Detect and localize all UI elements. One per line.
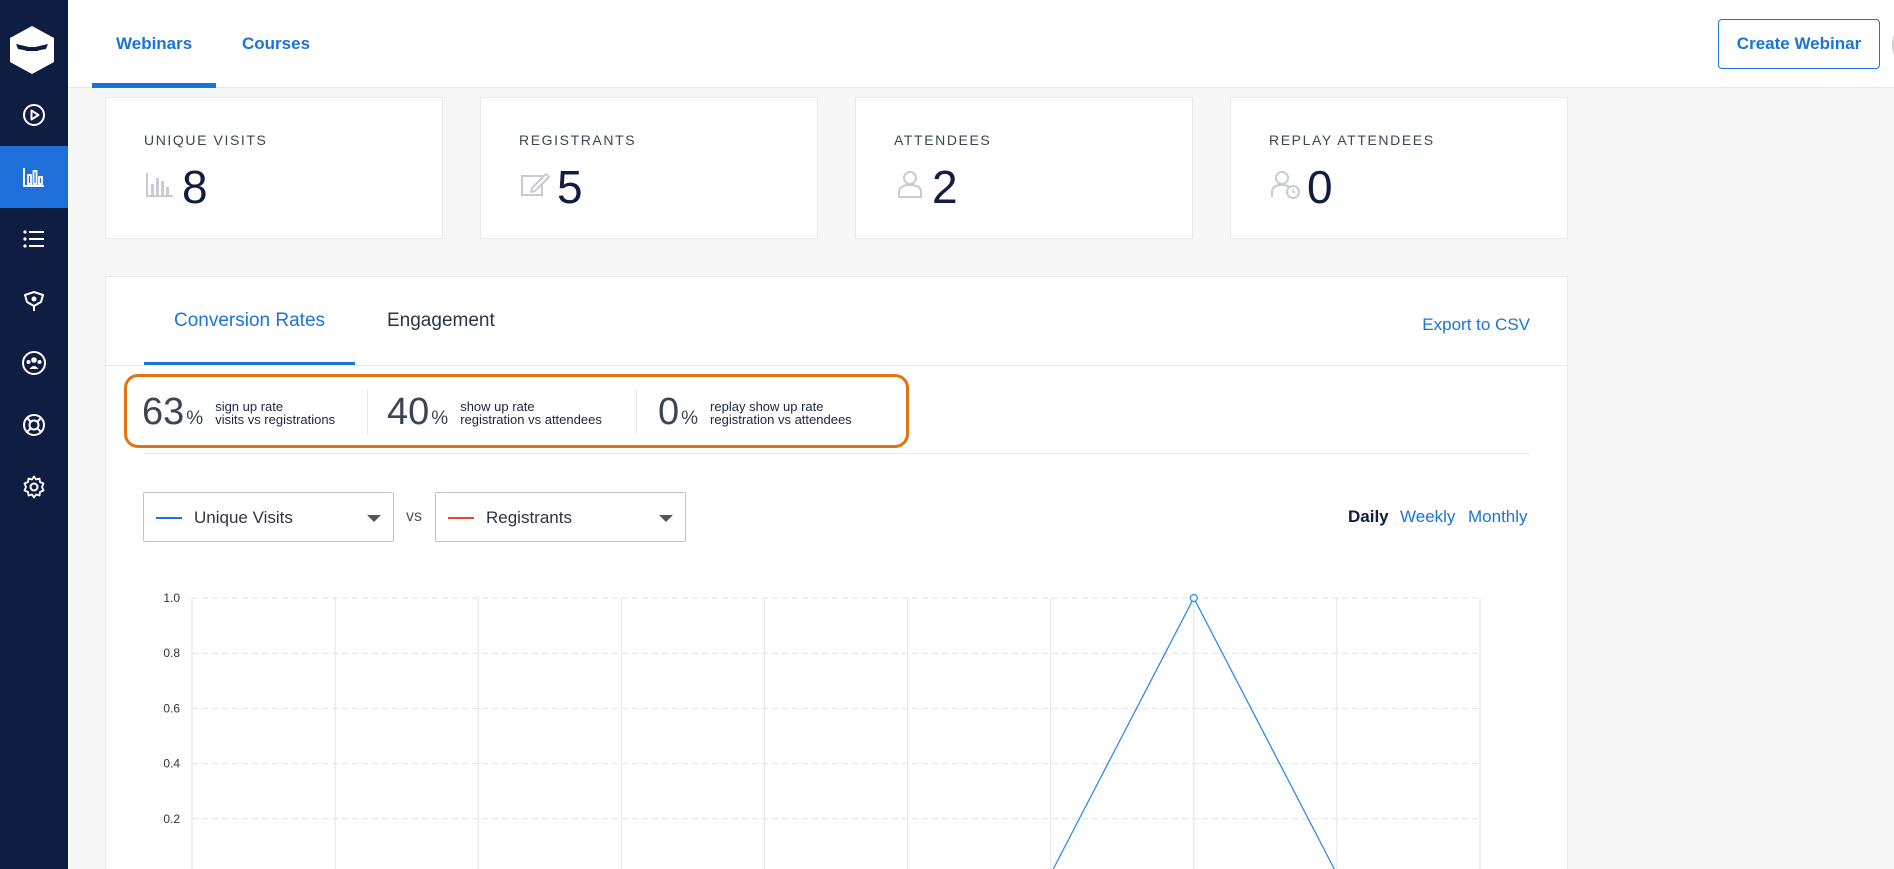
series-line-segment bbox=[1052, 597, 1195, 869]
rate-value: 40 bbox=[387, 390, 430, 433]
conversion-rates-summary: 63 % sign up rate visits vs registration… bbox=[124, 374, 909, 448]
rate-title: show up rate bbox=[460, 399, 535, 414]
y-tick-label: 1.0 bbox=[163, 591, 180, 605]
data-point bbox=[1189, 593, 1198, 603]
tab-conversion-rates-label: Conversion Rates bbox=[174, 310, 326, 331]
tab-webinars[interactable]: Webinars bbox=[92, 0, 217, 88]
integrations-icon bbox=[24, 291, 44, 311]
stat-card-unique-visits: UNIQUE VISITS 8 bbox=[105, 97, 443, 239]
tab-engagement-label: Engagement bbox=[387, 310, 495, 331]
y-tick-label: 0 bbox=[173, 867, 180, 869]
stat-value: 8 bbox=[182, 161, 208, 213]
tab-courses[interactable]: Courses bbox=[242, 0, 310, 88]
user-icon bbox=[898, 171, 922, 198]
vs-label: vs bbox=[406, 508, 422, 525]
stat-card-attendees: ATTENDEES 2 bbox=[855, 97, 1193, 239]
y-tick-label: 0.2 bbox=[163, 812, 180, 826]
stat-label: UNIQUE VISITS bbox=[144, 132, 268, 148]
tab-courses-label: Courses bbox=[242, 34, 311, 53]
chevron-down-icon bbox=[659, 515, 673, 522]
period-daily[interactable]: Daily bbox=[1348, 507, 1389, 526]
sidebar-item-integrations[interactable] bbox=[0, 270, 68, 332]
tab-conversion-rates[interactable]: Conversion Rates bbox=[144, 277, 356, 365]
active-tab-indicator bbox=[92, 83, 217, 88]
stat-value: 5 bbox=[557, 161, 583, 213]
rate-subtitle: visits vs registrations bbox=[215, 412, 336, 427]
stat-card-registrants: REGISTRANTS 5 bbox=[480, 97, 818, 239]
rate-value: 0 bbox=[658, 390, 680, 433]
sidebar-item-team[interactable] bbox=[0, 332, 68, 394]
y-tick-label: 0.4 bbox=[163, 757, 180, 771]
top-navbar: Webinars Courses Create Webinar bbox=[68, 0, 1894, 88]
divider bbox=[367, 389, 368, 435]
sidebar-item-analytics[interactable] bbox=[0, 146, 68, 208]
series-a-swatch bbox=[156, 517, 182, 519]
rate-unit: % bbox=[186, 408, 204, 429]
analytics-panel: Conversion Rates Engagement Export to CS… bbox=[105, 276, 1568, 869]
divider bbox=[143, 453, 1530, 454]
settings-icon bbox=[23, 475, 45, 499]
y-tick-label: 0.8 bbox=[163, 646, 180, 660]
support-icon bbox=[23, 414, 45, 436]
stat-card-replay-attendees: REPLAY ATTENDEES 0 bbox=[1230, 97, 1568, 239]
rate-replay-show-up: 0 % replay show up rate registration vs … bbox=[658, 389, 852, 435]
divider bbox=[636, 389, 637, 435]
play-icon bbox=[23, 104, 45, 126]
active-tab-indicator bbox=[144, 362, 356, 365]
rate-subtitle: registration vs attendees bbox=[710, 412, 852, 427]
tab-engagement[interactable]: Engagement bbox=[387, 277, 495, 365]
period-weekly[interactable]: Weekly bbox=[1400, 507, 1456, 526]
list-icon bbox=[23, 230, 44, 248]
sidebar bbox=[0, 0, 68, 869]
rate-unit: % bbox=[681, 408, 699, 429]
series-a-select[interactable]: Unique Visits bbox=[143, 492, 394, 542]
rate-show-up: 40 % show up rate registration vs attend… bbox=[387, 389, 602, 435]
series-b-select[interactable]: Registrants bbox=[435, 492, 686, 542]
rate-unit: % bbox=[431, 408, 449, 429]
stat-value: 0 bbox=[1307, 161, 1333, 213]
tab-webinars-label: Webinars bbox=[116, 34, 193, 53]
rate-title: replay show up rate bbox=[710, 399, 824, 414]
conversion-chart: 00.20.40.60.81.012 Jun, 202413 Jun, 2024… bbox=[163, 591, 1481, 869]
user-clock-icon bbox=[1271, 171, 1300, 199]
chevron-down-icon bbox=[367, 515, 381, 522]
sidebar-item-support[interactable] bbox=[0, 394, 68, 456]
series-b-swatch bbox=[448, 517, 474, 519]
divider bbox=[106, 365, 1567, 366]
logo-icon[interactable] bbox=[9, 25, 55, 75]
rate-sign-up: 63 % sign up rate visits vs registration… bbox=[142, 389, 335, 435]
create-webinar-button[interactable]: Create Webinar bbox=[1718, 19, 1880, 69]
stat-label: REPLAY ATTENDEES bbox=[1269, 132, 1435, 148]
series-a-select-value: Unique Visits bbox=[194, 508, 293, 527]
rate-subtitle: registration vs attendees bbox=[460, 412, 602, 427]
y-tick-label: 0.6 bbox=[163, 701, 180, 715]
analytics-icon bbox=[23, 168, 44, 187]
team-icon bbox=[22, 351, 46, 375]
series-b-select-value: Registrants bbox=[486, 508, 572, 527]
rate-title: sign up rate bbox=[215, 399, 284, 414]
series-line-segment bbox=[1193, 597, 1336, 869]
stat-label: REGISTRANTS bbox=[519, 132, 637, 148]
series-0 bbox=[1052, 597, 1336, 869]
edit-icon bbox=[521, 173, 550, 196]
export-csv-link[interactable]: Export to CSV bbox=[1422, 315, 1530, 334]
stat-value: 2 bbox=[932, 161, 958, 213]
rate-value: 63 bbox=[142, 390, 185, 433]
sidebar-item-webinars[interactable] bbox=[0, 84, 68, 146]
sidebar-item-list[interactable] bbox=[0, 208, 68, 270]
period-monthly[interactable]: Monthly bbox=[1468, 507, 1528, 526]
bar-chart-icon bbox=[146, 173, 173, 197]
stat-label: ATTENDEES bbox=[894, 132, 992, 148]
sidebar-item-settings[interactable] bbox=[0, 456, 68, 518]
